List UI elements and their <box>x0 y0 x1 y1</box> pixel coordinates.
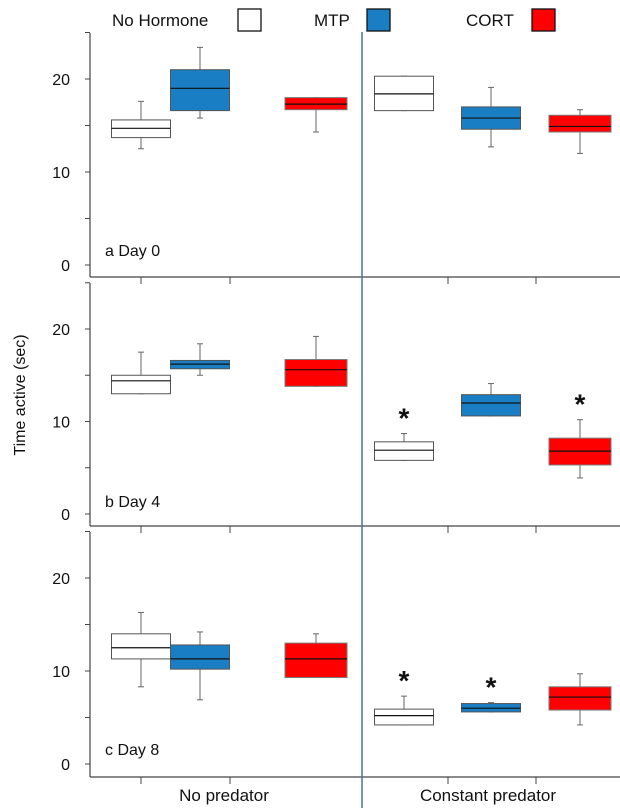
panel-3-box-constant-predator-no-hormone-iqr <box>374 708 434 726</box>
panel-1-box-no-predator-mtp <box>170 46 230 119</box>
panel-3-box-constant-predator-mtp: * <box>461 672 521 713</box>
panel-3-y-tick-label: 0 <box>61 757 70 774</box>
panel-2-box-constant-predator-cort-significance-star: * <box>575 389 586 420</box>
panel-1-box-no-predator-mtp-iqr <box>170 69 230 112</box>
panel-3-box-constant-predator-no-hormone: * <box>374 665 434 726</box>
legend-label-mtp: MTP <box>314 11 350 30</box>
panel-3-box-no-predator-mtp-iqr <box>170 644 230 670</box>
x-group-label-no-predator: No predator <box>179 786 269 805</box>
panel-2-box-no-predator-cort-iqr <box>284 359 348 387</box>
panel-2-box-constant-predator-mtp-iqr <box>461 394 521 417</box>
panel-1-y-tick-label: 10 <box>52 165 70 182</box>
panel-2-box-constant-predator-no-hormone: * <box>374 403 434 461</box>
panel-2-box-constant-predator-no-hormone-iqr <box>374 441 434 461</box>
panel-2-box-constant-predator-cort: * <box>548 389 612 479</box>
panel-1-y-tick-label: 0 <box>61 258 70 275</box>
legend-swatch-mtp <box>366 8 391 32</box>
panel-2-box-no-predator-no-hormone <box>111 351 171 395</box>
panel-1: 0 10 20 a Day 0 <box>52 32 620 284</box>
panel-2-y-tick-label: 10 <box>52 415 70 432</box>
panel-1-box-no-predator-cort <box>284 97 348 133</box>
panel-2-y-tick-label: 20 <box>52 322 70 339</box>
panel-3-box-no-predator-cort-iqr <box>284 642 348 679</box>
x-group-label-constant-predator: Constant predator <box>420 786 556 805</box>
legend-label-cort: CORT <box>466 11 514 30</box>
panel-3-y-tick-label: 20 <box>52 571 70 588</box>
panel-2-box-constant-predator-mtp <box>461 383 521 417</box>
panel-1-box-constant-predator-no-hormone <box>374 75 434 112</box>
panel-1-label: a Day 0 <box>105 243 160 260</box>
panel-3: 0 10 20 c Day 8 * * <box>52 531 620 784</box>
panel-3-y-tick-label: 10 <box>52 664 70 681</box>
legend: No Hormone MTP CORT <box>112 8 556 32</box>
legend-swatch-no-hormone <box>237 8 262 32</box>
panels: 0 10 20 a Day 0 0 10 20 b Day 4 * * 0 10 20 c Day 8 * * <box>52 32 620 784</box>
panel-3-box-no-predator-mtp <box>170 631 230 701</box>
legend-swatch-cort <box>531 8 556 32</box>
panel-3-box-constant-predator-mtp-significance-star: * <box>486 672 497 703</box>
panel-3-box-constant-predator-cort <box>548 673 612 726</box>
panel-1-box-no-predator-no-hormone <box>111 100 171 150</box>
panel-2: 0 10 20 b Day 4 * * <box>52 282 620 533</box>
panel-1-y-tick-label: 20 <box>52 72 70 89</box>
panel-3-box-no-predator-cort <box>284 633 348 679</box>
panel-3-box-constant-predator-no-hormone-significance-star: * <box>399 665 410 696</box>
panel-2-box-no-predator-cort <box>284 335 348 387</box>
panel-3-box-no-predator-no-hormone <box>111 611 171 688</box>
panel-1-box-constant-predator-mtp <box>461 86 521 148</box>
panel-2-box-no-predator-no-hormone-iqr <box>111 374 171 395</box>
legend-label-no-hormone: No Hormone <box>112 11 208 30</box>
panel-2-box-no-predator-mtp <box>170 343 230 376</box>
panel-2-y-tick-label: 0 <box>61 507 70 524</box>
panel-3-box-no-predator-no-hormone-iqr <box>111 633 171 660</box>
panel-2-box-constant-predator-no-hormone-significance-star: * <box>399 403 410 434</box>
y-axis-label: Time active (sec) <box>12 334 29 455</box>
panel-1-box-constant-predator-cort-iqr <box>548 114 612 133</box>
legend-item-no-hormone: No Hormone <box>112 8 262 32</box>
panel-1-box-constant-predator-cort <box>548 109 612 154</box>
panel-3-label: c Day 8 <box>105 742 159 759</box>
panel-2-label: b Day 4 <box>105 494 160 511</box>
legend-item-cort: CORT <box>466 8 556 32</box>
panel-3-box-constant-predator-cort-iqr <box>548 686 612 711</box>
legend-item-mtp: MTP <box>314 8 391 32</box>
